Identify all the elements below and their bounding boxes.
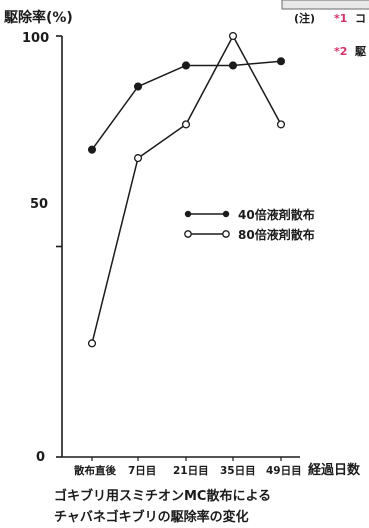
data-point-series-1 [276, 57, 286, 66]
note-marker-1: *1 [334, 12, 347, 25]
note-text-1: コ [355, 12, 366, 25]
y-tick-label: 100 [22, 31, 49, 46]
legend: 40倍液剤散布 80倍液剤散布 [184, 207, 315, 242]
caption-line-1: ゴキブリ用スミチオンMC散布による [54, 488, 271, 504]
legend-marker-40x [184, 210, 192, 218]
legend-marker-80x [184, 230, 192, 238]
x-tick-label: 21日目 [173, 465, 209, 477]
data-point-series-2 [228, 31, 238, 41]
data-point-series-2 [87, 339, 97, 348]
note-text-2: 駆 [355, 45, 366, 58]
legend-label-40x: 40倍液剤散布 [238, 207, 315, 222]
note-marker-2: *2 [334, 45, 347, 58]
data-point-series-1 [87, 145, 97, 154]
x-tick-label: 35日目 [220, 465, 256, 477]
data-point-series-2 [133, 154, 143, 163]
notes-box-frame [281, 0, 369, 10]
series-line-2 [91, 35, 282, 344]
series-layer [87, 31, 286, 348]
notes-box: (注) *1 コ *2 駆 [281, 0, 369, 58]
x-axis-label: 経過日数 [308, 462, 361, 478]
x-tick-label: 散布直後 [74, 464, 116, 477]
notes-prefix: (注) [294, 11, 315, 25]
series-line-1 [91, 60, 282, 151]
caption-line-2: チャバネゴキブリの駆除率の変化 [54, 509, 249, 525]
axes [56, 35, 300, 461]
data-point-series-1 [133, 82, 143, 91]
y-axis-label: 駆除率(%) [4, 9, 73, 26]
data-point-series-2 [181, 120, 191, 129]
legend-marker-80x [222, 230, 230, 238]
data-point-series-1 [228, 61, 238, 70]
legend-label-80x: 80倍液剤散布 [238, 227, 315, 242]
data-point-series-2 [276, 120, 286, 129]
legend-marker-40x [222, 210, 230, 218]
x-tick-label: 49日目 [266, 465, 302, 477]
y-tick-label: 0 [36, 450, 45, 465]
x-tick-label: 7日目 [128, 465, 156, 477]
y-tick-label: 50 [30, 197, 48, 212]
data-point-series-1 [181, 61, 191, 70]
